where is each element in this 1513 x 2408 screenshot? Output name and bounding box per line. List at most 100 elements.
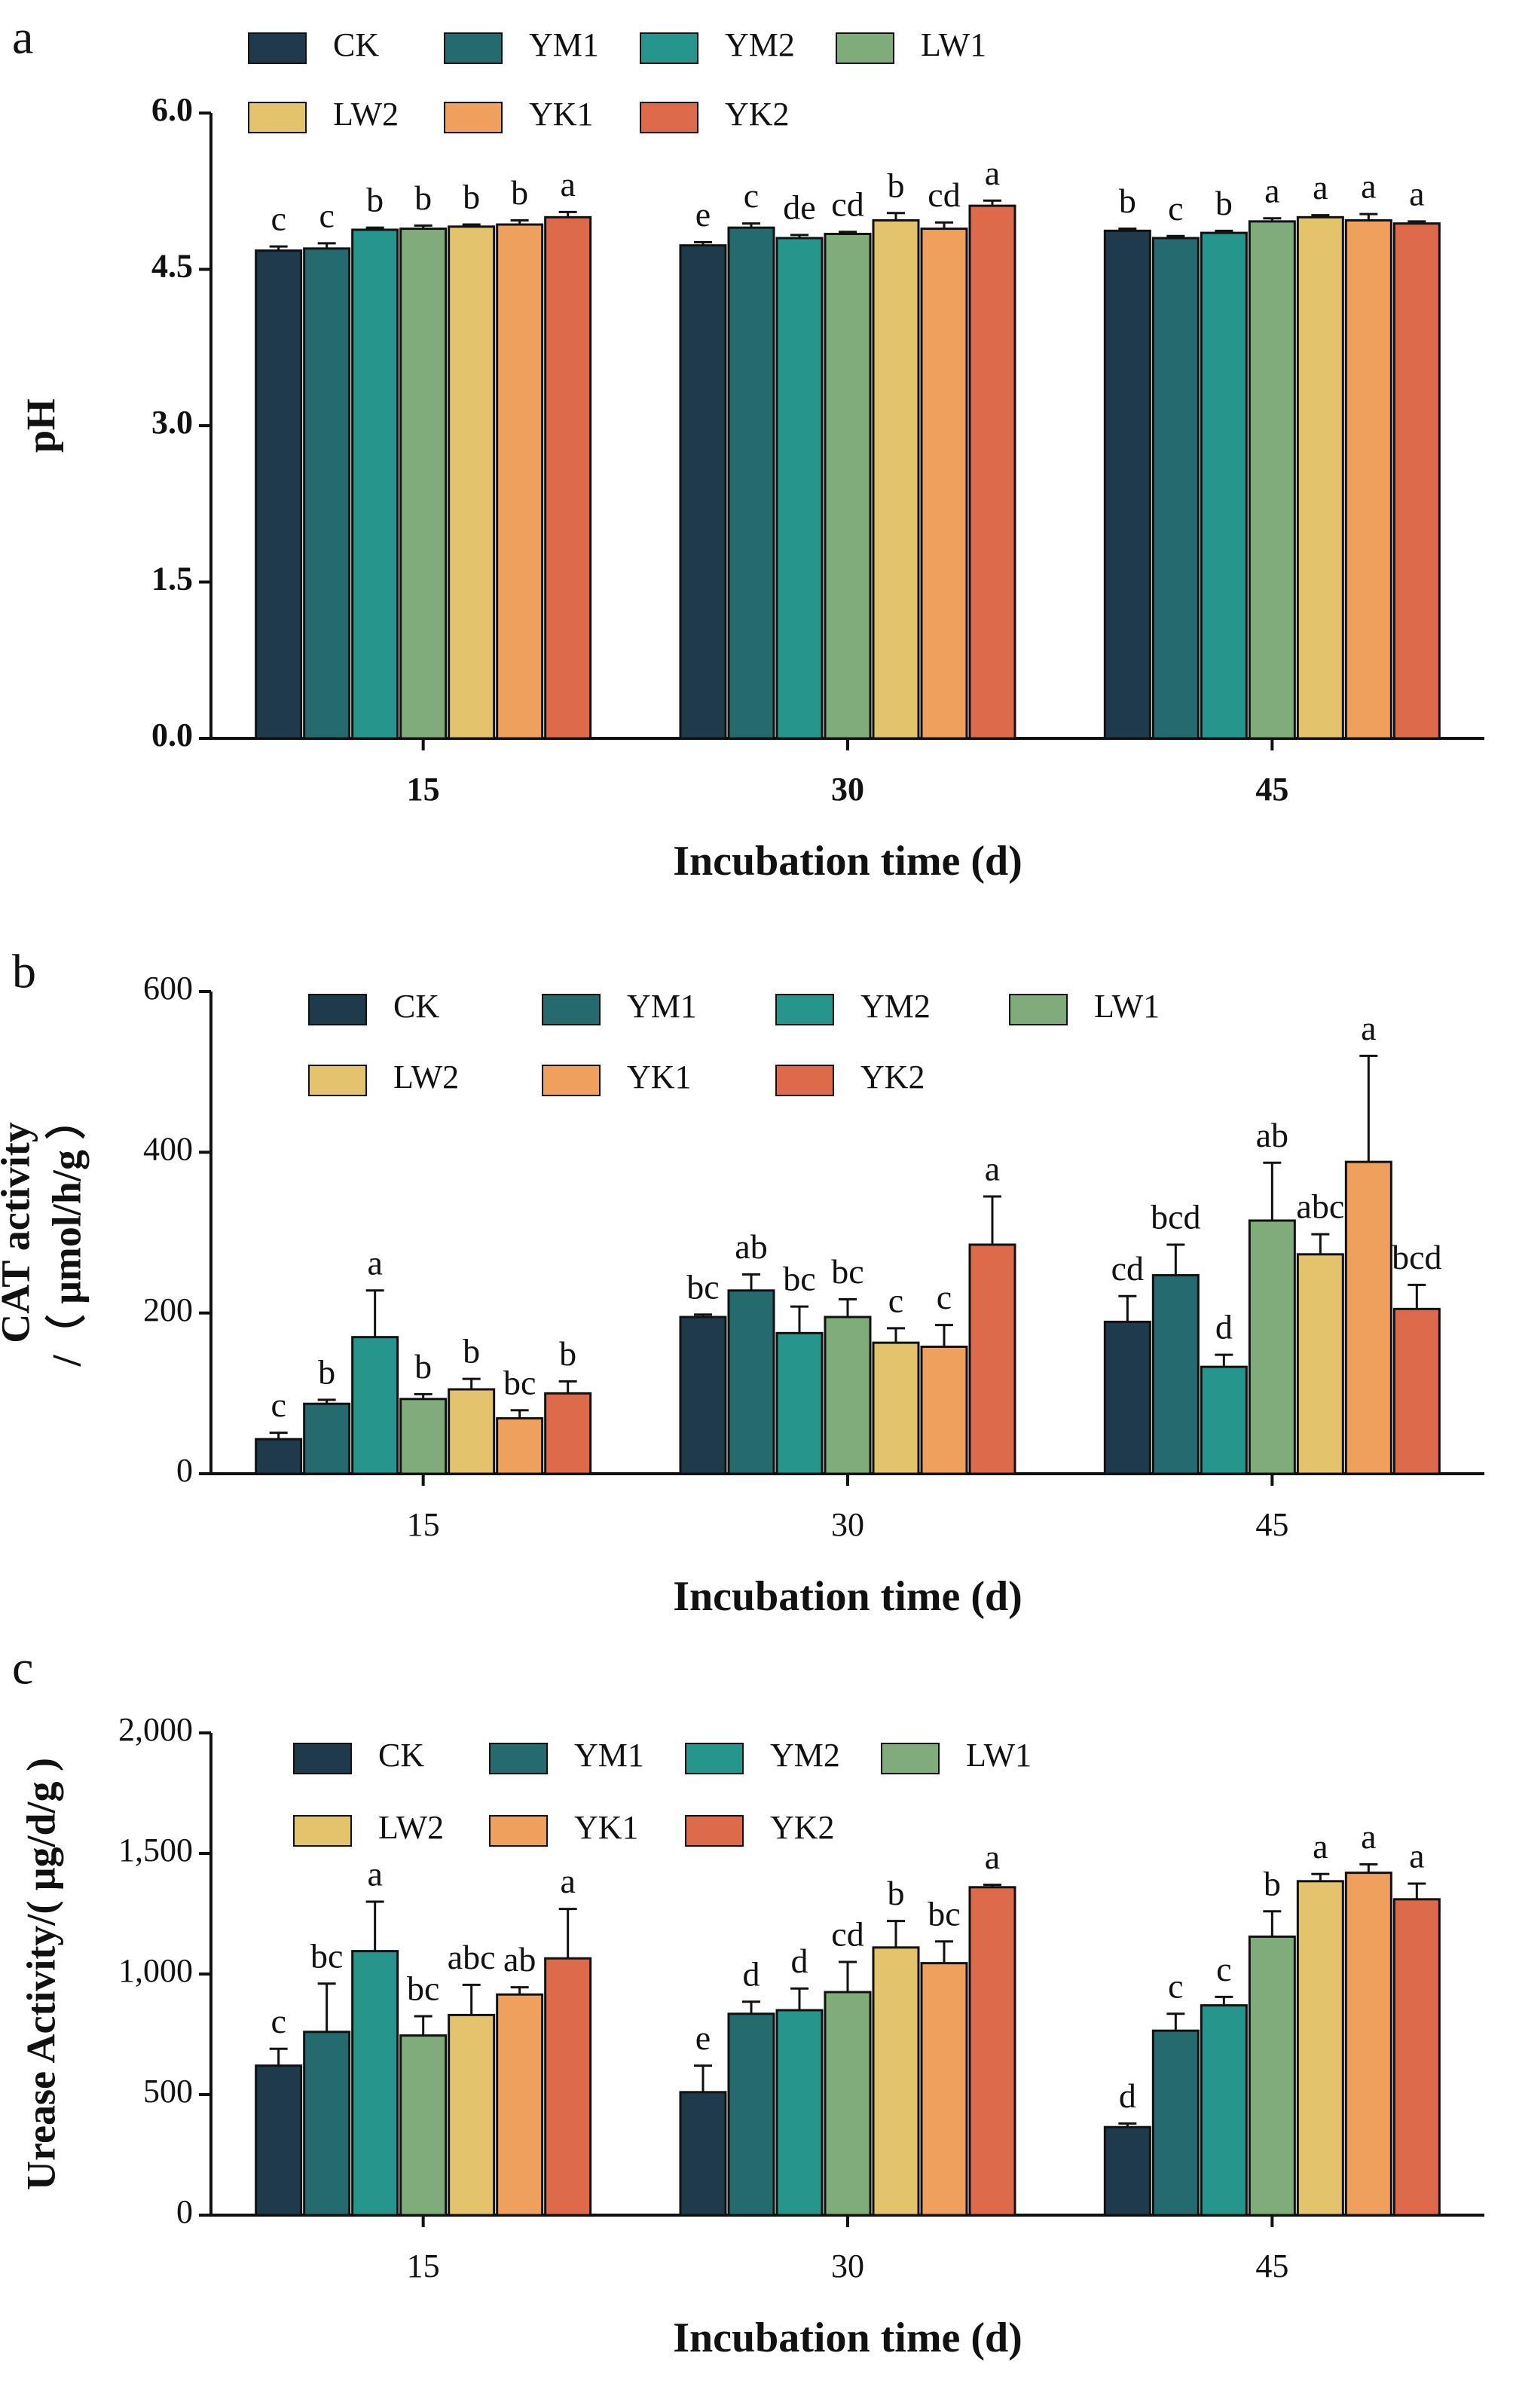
significance-label: cd [831,1915,863,1954]
y-tick-label: 4.5 [151,248,193,285]
bar [544,1392,592,1475]
bar [1200,1365,1248,1475]
bar [679,1316,727,1475]
significance-label: a [367,1243,382,1282]
legend-label: YK1 [574,1809,639,1846]
x-axis-title: Incubation time (d) [673,1573,1022,1620]
x-tick-label: 45 [1255,1506,1288,1543]
significance-label: ab [735,1227,767,1266]
significance-label: a [560,165,575,203]
significance-label: c [271,2002,286,2040]
significance-label: c [1168,189,1183,228]
bar [255,1438,303,1475]
legend-swatch [775,994,834,1025]
bar [544,1957,592,2217]
y-axis-title: pH [18,399,63,453]
significance-label: bc [928,1894,960,1933]
significance-label: a [1361,1009,1376,1047]
legend-swatch [444,32,503,64]
significance-label: d [791,1942,808,1980]
significance-label: c [1168,1966,1183,2005]
legend-swatch [248,32,307,64]
bar [775,2009,824,2217]
legend-label: LW1 [1094,988,1160,1025]
x-tick-label: 15 [407,2248,440,2284]
legend-label: LW2 [393,1059,459,1096]
bar [968,204,1016,740]
significance-label: c [937,1278,952,1316]
significance-label: a [1409,1837,1424,1875]
significance-label: b [463,1332,480,1371]
bar [1392,1898,1441,2217]
significance-label: a [1361,1817,1376,1856]
legend-swatch [248,102,307,133]
legend-swatch [293,1743,352,1774]
legend-swatch [775,1065,834,1096]
significance-label: b [511,173,528,212]
legend-label: YK2 [860,1059,925,1096]
significance-label: b [414,179,432,217]
significance-label: c [271,200,286,238]
y-tick-label: 1,000 [118,1952,193,1989]
legend-swatch [640,32,698,64]
significance-label: ab [1256,1116,1288,1154]
significance-label: bc [831,1252,863,1291]
y-tick-label: 0 [176,2193,193,2230]
bar [1151,1274,1200,1475]
x-tick-label: 30 [831,771,864,808]
significance-label: bcd [1392,1238,1441,1276]
significance-label: b [559,1334,576,1373]
significance-label: a [985,1838,1000,1876]
legend-swatch [308,1065,367,1096]
bar [1296,215,1344,740]
y-tick-label: 3.0 [151,404,193,441]
bar [1151,2029,1200,2217]
legend-swatch [308,994,367,1025]
bar [1392,222,1441,740]
bar [1103,1320,1151,1475]
bar [872,1946,920,2217]
bar [1200,231,1248,740]
bar [1344,1872,1392,2217]
legend-label: LW1 [921,26,986,63]
legend-label: YM1 [574,1737,644,1774]
bar [544,215,592,740]
significance-label: a [1264,171,1279,209]
legend-swatch [685,1815,744,1847]
bar [448,225,496,740]
bar [1248,1219,1296,1475]
legend-label: YK2 [770,1809,835,1846]
y-tick-label: 2,000 [118,1711,193,1748]
significance-label: bcd [1151,1198,1200,1236]
legend-swatch [542,1065,601,1096]
y-tick-label: 500 [143,2073,193,2110]
legend-label: LW2 [378,1809,444,1846]
significance-label: c [744,176,759,215]
bar [968,1243,1016,1475]
bar [496,223,544,740]
legend-swatch [444,102,503,133]
bar [920,1345,968,1475]
bar [872,218,920,740]
bar [496,1416,544,1475]
significance-label: b [888,166,905,204]
bar [255,2064,303,2217]
legend-swatch [542,994,601,1025]
significance-label: bc [503,1363,536,1401]
y-axis-title: Urease Activity/( μg/d/g ) [18,1758,63,2190]
x-tick-label: 30 [831,2248,864,2284]
x-tick-label: 15 [407,771,440,808]
significance-label: cd [1111,1249,1144,1288]
y-axis-title: /（ μmol/h/g ） [44,1099,89,1367]
significance-label: ab [503,1940,536,1979]
bar [1248,1935,1296,2217]
panel-label: a [12,11,33,64]
significance-label: bc [783,1260,815,1298]
legend-swatch [640,102,698,133]
legend-swatch [1009,994,1068,1025]
bar [303,1402,351,1475]
significance-label: de [783,188,815,226]
y-tick-label: 600 [143,970,193,1007]
x-axis-title: Incubation time (d) [673,838,1022,885]
significance-label: abc [1296,1187,1344,1226]
